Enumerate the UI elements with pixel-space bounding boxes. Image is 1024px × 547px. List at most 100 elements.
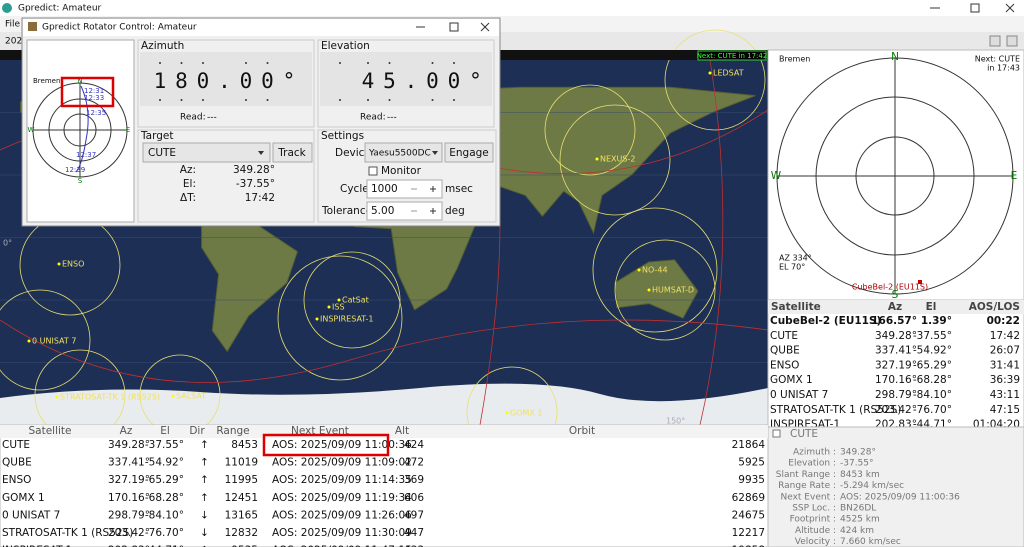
target-combo[interactable] <box>142 142 271 163</box>
table-cell: -44.71° <box>145 545 184 547</box>
table-cell: 298.79° <box>108 509 150 521</box>
satellite-label: NO-44 <box>642 266 668 275</box>
digit-up <box>431 62 434 64</box>
table-cell: CUTE <box>2 439 30 451</box>
list-header: Satellite <box>771 301 821 313</box>
satellite-marker <box>55 395 59 399</box>
satellite-marker <box>171 394 175 398</box>
app-icon <box>2 3 12 13</box>
table-cell: 369 <box>404 474 424 486</box>
satellite-marker <box>27 339 31 343</box>
table-cell: 337.41° <box>108 457 150 469</box>
digit: 0 <box>426 69 439 93</box>
tab-button[interactable] <box>989 35 1001 47</box>
digit: ° <box>469 69 482 93</box>
table-cell: AOS: 2025/09/09 11:19:34 <box>272 492 412 504</box>
read-label: Read: <box>360 113 386 123</box>
elevation-group-label: Elevation <box>321 40 370 52</box>
list-cell: 337.41° <box>875 345 917 357</box>
table-cell: 497 <box>404 509 424 521</box>
table-cell: -65.29° <box>145 474 184 486</box>
details-label: SSP Loc. : <box>792 504 836 514</box>
list-header: Az <box>888 301 902 313</box>
footprint <box>544 84 636 176</box>
table-cell: -37.55° <box>145 439 184 451</box>
target-satellite: CUTE <box>148 147 176 159</box>
polar-next-event: Next: CUTE <box>975 55 1020 64</box>
digit: 4 <box>362 69 375 93</box>
device-combo[interactable] <box>364 142 443 163</box>
details-label: Next Event : <box>780 492 836 502</box>
table-cell: ↑ <box>200 439 209 451</box>
table-cell: 424 <box>404 439 424 451</box>
table-cell: 24675 <box>732 509 765 521</box>
menu-item: File <box>5 20 21 30</box>
table-cell: 9935 <box>738 474 765 486</box>
table-cell: ENSO <box>2 474 31 486</box>
table-header: Alt <box>395 425 409 437</box>
list-cell: 170.16° <box>875 374 917 386</box>
table-cell: ↑ <box>200 492 209 504</box>
target-field-value: -37.55° <box>236 178 275 190</box>
footprint <box>592 207 718 333</box>
rotator-polar-direction: W <box>28 126 35 134</box>
details-value: 7.660 km/sec <box>840 537 901 547</box>
footprint <box>664 29 766 131</box>
ground-track <box>699 59 724 426</box>
details-label: Range Rate : <box>778 481 836 491</box>
table-panel <box>0 424 769 547</box>
tolerance-spin[interactable] <box>366 201 443 221</box>
table-cell: ↑ <box>200 474 209 486</box>
details-label: Altitude : <box>795 526 836 536</box>
cycle-label: Cycle: <box>340 183 372 195</box>
cycle-value: 1000 <box>371 183 398 195</box>
table-header: Dir <box>189 425 205 437</box>
tolerance-label: Tolerance: <box>321 205 376 217</box>
digit-up <box>453 62 455 64</box>
ground-track <box>0 319 769 383</box>
tolerance-unit: deg <box>445 205 465 217</box>
table-cell: 472 <box>404 457 424 469</box>
dialog-maximize[interactable] <box>449 22 459 32</box>
list-cell: 166.57° <box>871 315 917 327</box>
list-header: El <box>926 301 937 313</box>
target-field-value: 349.28° <box>233 164 275 176</box>
table-cell: -68.28° <box>145 492 184 504</box>
tab-button[interactable] <box>1006 35 1018 47</box>
satellite-marker <box>57 262 61 266</box>
land <box>614 259 699 319</box>
cycle-spin[interactable] <box>366 179 443 199</box>
polar-direction: S <box>892 289 899 301</box>
footprint <box>0 289 91 391</box>
digit: 0 <box>261 69 274 93</box>
digit: 1 <box>154 69 167 93</box>
rotator-polar-time: 12:35 <box>86 109 106 117</box>
polar-direction: N <box>891 51 899 63</box>
details-value: AOS: 2025/09/09 11:00:36 <box>840 492 960 502</box>
track-button[interactable] <box>272 142 313 163</box>
details-value: 4525 km <box>840 515 880 525</box>
satellite-marker <box>918 280 922 284</box>
engage-button[interactable] <box>444 142 494 163</box>
read-value: --- <box>387 113 397 123</box>
digit-down <box>367 99 369 101</box>
list-cell: GOMX 1 <box>770 374 813 386</box>
satellite-marker <box>647 288 651 292</box>
polar-pointer: AZ 334° <box>779 254 812 263</box>
highlight-box <box>60 76 115 108</box>
satellite-marker <box>327 305 331 309</box>
polar-pointer: EL 70° <box>779 263 805 272</box>
dialog-title: Gpredict Rotator Control: Amateur <box>42 23 197 33</box>
digit: 0 <box>197 69 210 93</box>
digit-down <box>202 99 204 101</box>
dialog-close <box>480 22 490 32</box>
tab-label: 2025 <box>5 37 28 47</box>
details-expander[interactable] <box>772 429 781 438</box>
table-cell: AOS: 2025/09/09 11:14:35 <box>272 474 412 486</box>
maximize-button[interactable] <box>970 3 980 13</box>
table-cell: 0 UNISAT 7 <box>2 509 60 521</box>
satellite-marker <box>337 298 341 302</box>
target-field-label: ΔT: <box>180 192 196 204</box>
monitor-checkbox[interactable] <box>368 166 378 176</box>
monitor-label: Monitor <box>381 165 422 177</box>
